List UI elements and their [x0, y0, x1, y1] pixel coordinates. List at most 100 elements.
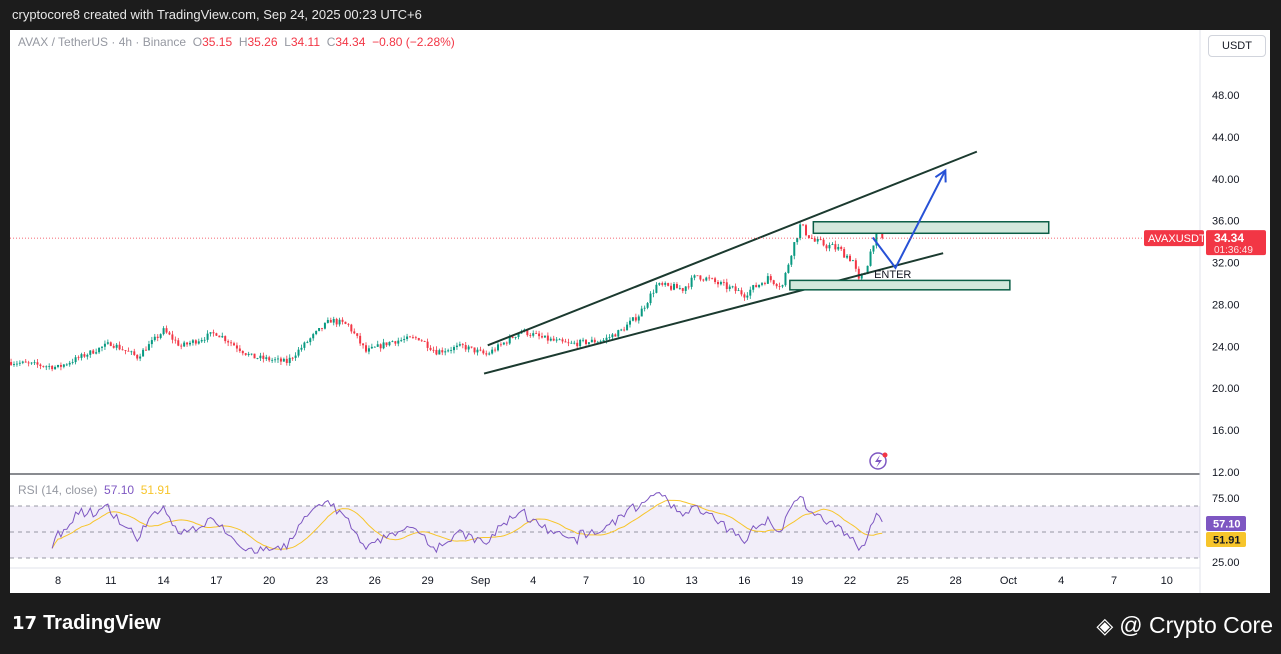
candle-body: [180, 345, 183, 347]
candle-body: [382, 342, 385, 349]
candle-body: [620, 329, 623, 331]
x-tick-label: 10: [1161, 575, 1173, 587]
candle-body: [417, 338, 420, 341]
candle-body: [687, 286, 690, 288]
candle-body: [350, 324, 353, 332]
candle-body: [42, 366, 45, 367]
candle-body: [142, 349, 145, 357]
candle-body: [112, 345, 115, 348]
candle-body: [57, 364, 59, 367]
price-tag-value: 34.34: [1214, 231, 1244, 245]
lightning-event-icon: [869, 452, 887, 470]
candle-body: [555, 339, 558, 341]
candle-body: [541, 336, 543, 338]
chart-panel[interactable]: [10, 30, 1270, 593]
y-tick-label: 40.00: [1212, 174, 1240, 186]
candle-body: [48, 365, 51, 367]
candle-body: [617, 330, 620, 337]
candle-body: [385, 342, 388, 346]
candle-body: [670, 285, 673, 290]
candle-body: [778, 286, 781, 287]
candle-body: [403, 339, 406, 341]
y-tick-label: 48.00: [1212, 90, 1240, 102]
candle-body: [247, 353, 250, 355]
candle-body: [262, 355, 265, 359]
candle-body: [769, 276, 772, 281]
candle-body: [875, 227, 878, 246]
candle-body: [799, 224, 802, 239]
candle-body: [438, 350, 441, 355]
candle-body: [702, 279, 705, 281]
candle-body: [828, 245, 831, 249]
tradingview-logo-icon: 𝟭𝟳: [12, 613, 38, 633]
symbol-legend: AVAX / TetherUS · 4h · Binance O35.15 H3…: [18, 35, 455, 49]
candle-body: [68, 362, 71, 365]
rsi-tick-label: 75.00: [1212, 493, 1240, 505]
candle-body: [218, 335, 221, 338]
candle-body: [253, 353, 256, 359]
candle-body: [447, 350, 450, 352]
candle-body: [467, 346, 470, 350]
candle-body: [614, 334, 617, 337]
brand-watermark: ◈ @ Crypto Core: [1096, 612, 1273, 639]
candle-body: [464, 345, 467, 350]
candle-body: [819, 239, 822, 240]
y-tick-label: 12.00: [1212, 467, 1240, 479]
candle-body: [329, 319, 332, 323]
candle-body: [567, 342, 570, 344]
symbol-tag: [1144, 230, 1204, 247]
candle-body: [479, 349, 482, 351]
candle-body: [159, 334, 162, 338]
candle-body: [849, 255, 851, 262]
candle-body: [851, 260, 854, 262]
candle-body: [59, 364, 62, 367]
candle-body: [391, 341, 394, 343]
candle-body: [414, 337, 417, 339]
x-tick-label: 28: [949, 575, 961, 587]
candle-body: [857, 268, 860, 279]
candle-body: [784, 272, 787, 286]
candle-body: [461, 344, 464, 346]
candle-body: [318, 328, 321, 331]
candle-body: [323, 322, 326, 329]
candle-body: [752, 285, 755, 290]
candle-body: [840, 246, 843, 250]
candle-body: [411, 337, 414, 338]
candle-body: [552, 338, 555, 341]
candle-body: [546, 335, 549, 341]
candle-body: [711, 278, 714, 280]
candle-body: [277, 358, 279, 360]
candle-body: [370, 346, 373, 349]
currency-button[interactable]: USDT: [1208, 35, 1266, 57]
candle-body: [470, 346, 473, 348]
candle-body: [611, 334, 614, 338]
candle-body: [740, 290, 743, 295]
candle-body: [362, 343, 365, 346]
candle-body: [505, 342, 508, 344]
candle-body: [365, 345, 367, 352]
arrow-head-icon: [934, 168, 947, 183]
candle-body: [400, 340, 403, 341]
candle-body: [582, 339, 585, 341]
rsi-ma-line: [51, 499, 883, 550]
candle-body: [681, 288, 684, 291]
candle-body: [101, 346, 103, 348]
candle-body: [95, 352, 98, 354]
candle-body: [728, 286, 731, 289]
candle-body: [532, 333, 535, 336]
y-tick-label: 24.00: [1212, 341, 1240, 353]
y-tick-label: 44.00: [1212, 132, 1240, 144]
candle-body: [388, 341, 391, 346]
candle-body: [699, 275, 702, 280]
candle-body: [755, 285, 758, 288]
close-value: 34.34: [335, 35, 366, 49]
candle-body: [605, 337, 608, 341]
candle-body: [623, 329, 626, 331]
candle-body: [89, 350, 92, 355]
candle-body: [499, 344, 502, 346]
candle-body: [693, 275, 696, 278]
candle-body: [690, 277, 693, 287]
candle-body: [326, 319, 329, 323]
candle-body: [268, 357, 271, 361]
